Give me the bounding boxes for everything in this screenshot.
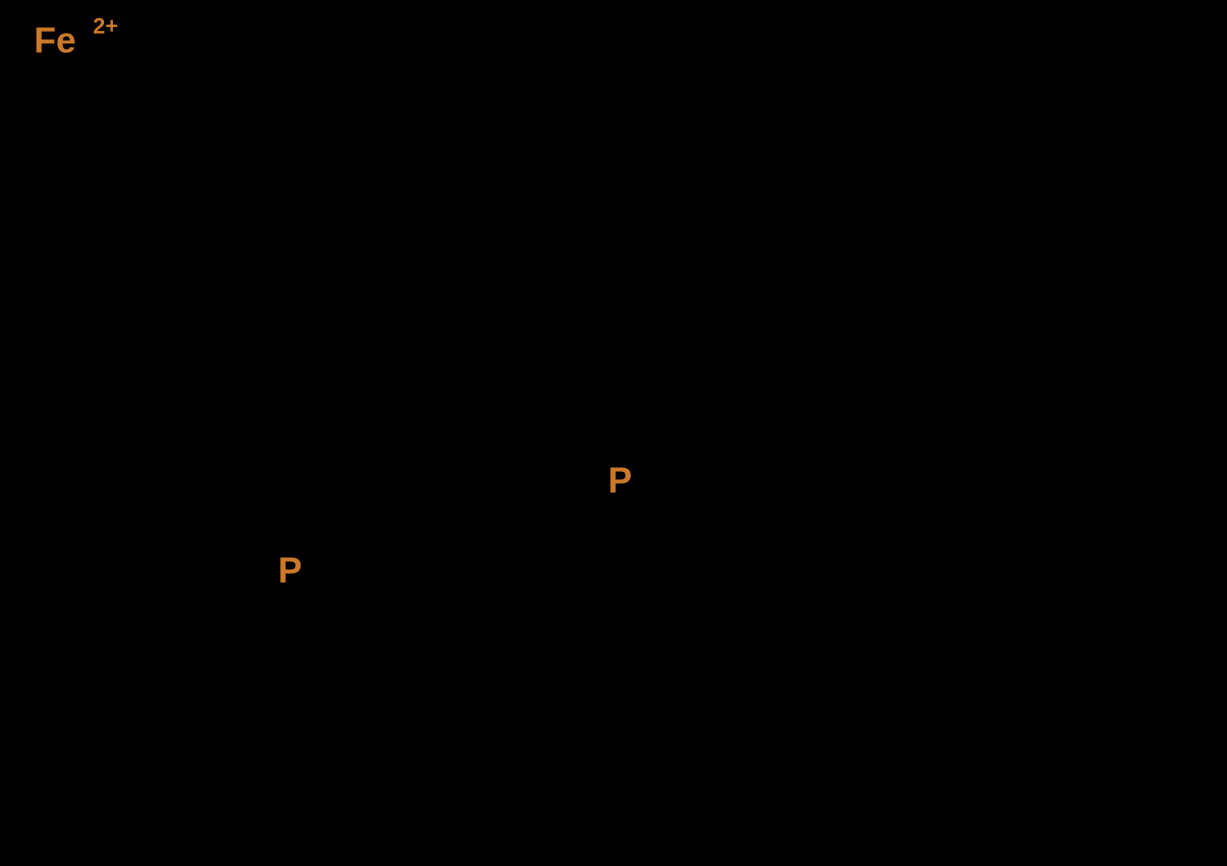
molecule-diagram: Fe 2+ P P bbox=[0, 0, 1227, 866]
phosphorus-2-label: P bbox=[608, 460, 632, 501]
iron-charge: 2+ bbox=[93, 14, 118, 39]
iron-label: Fe bbox=[34, 20, 76, 61]
phosphorus-1-label: P bbox=[278, 550, 302, 591]
